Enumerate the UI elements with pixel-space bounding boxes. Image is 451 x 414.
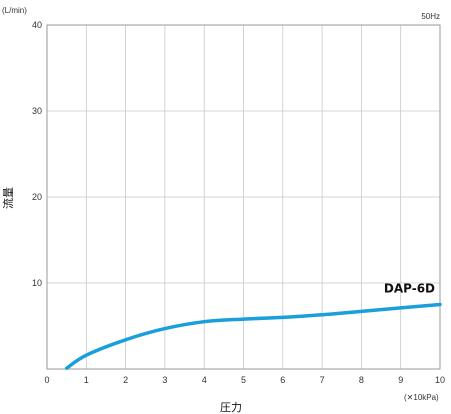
x-tick-label: 8 (359, 375, 364, 385)
x-unit-label: (✕10kPa) (404, 393, 439, 402)
series-line (64, 302, 442, 370)
x-tick-label: 5 (241, 375, 246, 385)
y-tick-label: 30 (32, 106, 42, 116)
x-tick-label: 3 (162, 375, 167, 385)
x-tick-label: 9 (398, 375, 403, 385)
x-tick-label: 1 (84, 375, 89, 385)
y-tick-label: 20 (32, 192, 42, 202)
y-unit-label: (L/min) (2, 6, 27, 15)
x-tick-label: 4 (202, 375, 207, 385)
x-tick-label: 6 (280, 375, 285, 385)
x-axis-title: 圧力 (220, 401, 242, 414)
series-label: DAP-6D (384, 282, 435, 296)
y-tick-label: 40 (32, 20, 42, 30)
x-tick-label: 10 (435, 375, 445, 385)
frequency-note: 50Hz (421, 12, 440, 21)
y-axis-title: 流量 (1, 187, 15, 209)
grid (47, 25, 440, 369)
x-tick-label: 7 (320, 375, 325, 385)
y-tick-label: 10 (32, 278, 42, 288)
x-tick-label: 0 (44, 375, 49, 385)
tick-labels: 0 1 2 3 4 5 6 7 8 9 10 10 20 30 40 (32, 20, 445, 385)
plot-frame (46, 24, 441, 370)
x-tick-label: 2 (123, 375, 128, 385)
series-layer: DAP-6D (64, 282, 442, 370)
